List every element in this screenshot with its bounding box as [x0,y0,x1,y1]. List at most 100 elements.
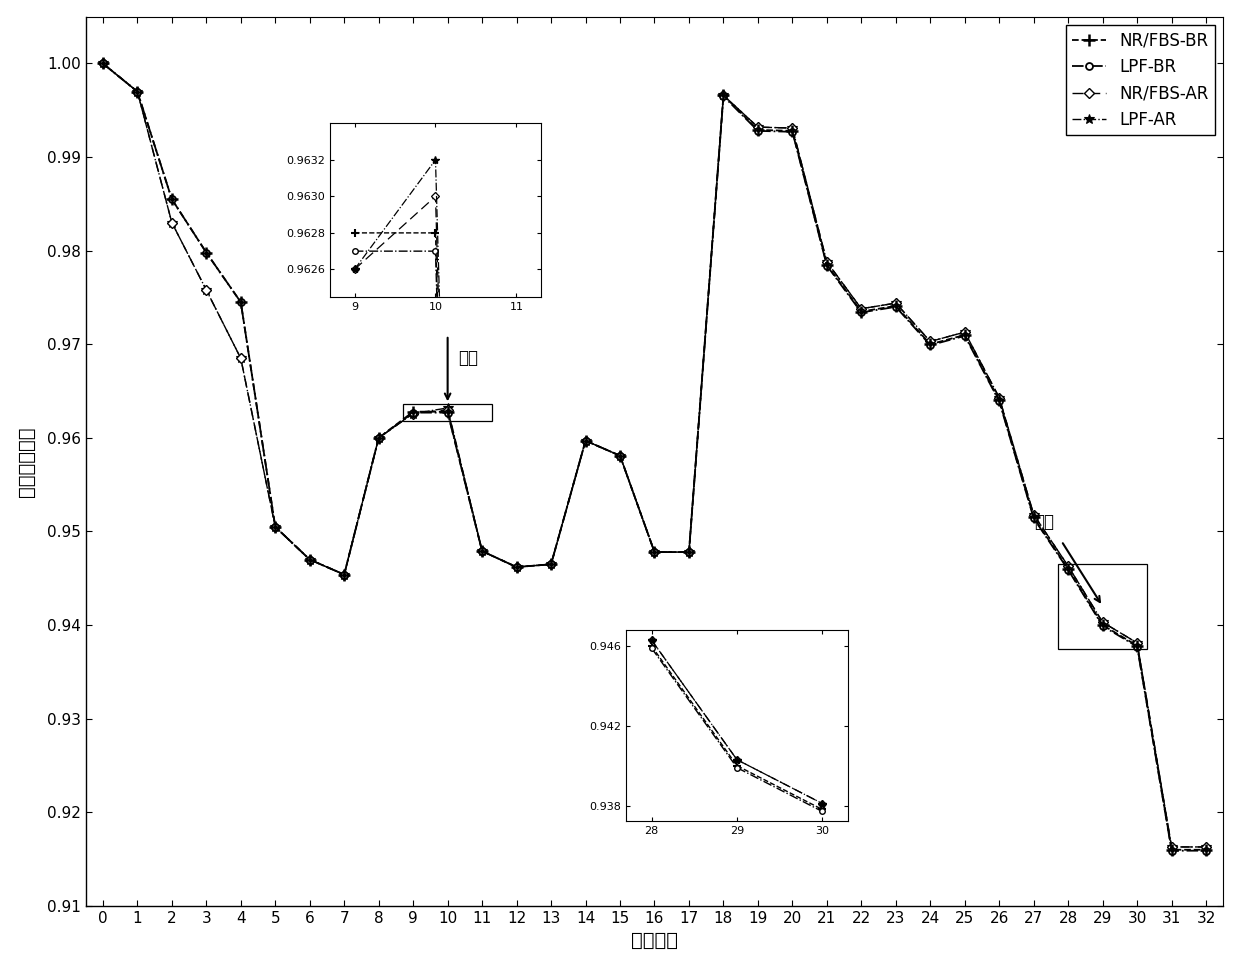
NR/FBS-BR [647,546,662,558]
NR/FBS-BR [95,58,110,70]
LPF-AR [130,86,145,98]
NR/FBS-BR [578,435,593,447]
LPF-BR [303,554,317,566]
NR/FBS-BR [1199,844,1214,856]
NR/FBS-BR [130,86,145,98]
NR/FBS-AR [647,546,662,558]
LPF-BR [715,91,730,103]
NR/FBS-AR [405,408,420,420]
Y-axis label: 节点电压幅値: 节点电压幅値 [16,426,36,496]
NR/FBS-AR [1095,617,1110,629]
NR/FBS-BR [1027,512,1042,523]
LPF-BR [888,301,903,312]
NR/FBS-BR [682,546,697,558]
NR/FBS-BR [165,193,180,205]
NR/FBS-BR [715,90,730,102]
LPF-BR [923,339,937,351]
NR/FBS-AR [95,58,110,70]
LPF-AR [682,546,697,558]
LPF-AR [785,122,800,133]
LPF-BR [233,296,248,308]
LPF-BR [268,521,283,533]
NR/FBS-AR [1164,841,1179,853]
NR/FBS-BR [888,300,903,311]
LPF-BR [992,396,1007,407]
LPF-BR [613,450,627,461]
NR/FBS-BR [268,521,283,533]
LPF-AR [715,90,730,102]
NR/FBS-BR [1164,844,1179,856]
NR/FBS-BR [957,329,972,340]
LPF-AR [198,284,213,296]
LPF-BR [1027,513,1042,524]
LPF-BR [1095,620,1110,631]
LPF-BR [475,545,490,557]
NR/FBS-BR [1095,619,1110,630]
LPF-BR [820,260,835,272]
NR/FBS-AR [198,284,213,296]
NR/FBS-AR [715,90,730,102]
LPF-AR [95,58,110,70]
LPF-AR [854,303,869,314]
NR/FBS-AR [785,122,800,133]
LPF-BR [1060,564,1075,575]
LPF-AR [337,569,352,580]
LPF-BR [543,559,558,571]
LPF-AR [233,353,248,365]
NR/FBS-AR [1060,560,1075,571]
LPF-AR [578,435,593,447]
LPF-AR [1027,509,1042,520]
NR/FBS-BR [475,545,490,557]
NR/FBS-AR [682,546,697,558]
NR/FBS-AR [165,217,180,228]
LPF-AR [268,521,283,533]
LPF-AR [1095,617,1110,629]
LPF-AR [1199,841,1214,853]
LPF-BR [578,435,593,447]
LPF-BR [337,569,352,580]
NR/FBS-AR [475,545,490,557]
Line: NR/FBS-AR: NR/FBS-AR [99,60,1209,850]
NR/FBS-BR [233,296,248,308]
NR/FBS-AR [1130,637,1145,649]
NR/FBS-AR [750,121,765,132]
Legend: NR/FBS-BR, LPF-BR, NR/FBS-AR, LPF-AR: NR/FBS-BR, LPF-BR, NR/FBS-AR, LPF-AR [1065,25,1215,135]
Line: NR/FBS-BR: NR/FBS-BR [97,58,1211,855]
NR/FBS-AR [268,521,283,533]
LPF-BR [405,407,420,419]
LPF-AR [165,217,180,228]
NR/FBS-AR [233,353,248,365]
LPF-BR [165,193,180,205]
NR/FBS-BR [198,247,213,258]
NR/FBS-AR [130,86,145,98]
LPF-BR [1164,845,1179,857]
LPF-BR [854,307,869,318]
LPF-AR [440,402,455,414]
NR/FBS-AR [543,559,558,571]
NR/FBS-BR [303,554,317,566]
LPF-BR [750,125,765,136]
NR/FBS-AR [888,297,903,308]
NR/FBS-BR [1130,640,1145,652]
LPF-BR [371,432,386,444]
LPF-AR [820,256,835,268]
NR/FBS-BR [405,406,420,418]
NR/FBS-BR [992,395,1007,406]
NR/FBS-BR [613,450,627,461]
NR/FBS-AR [337,569,352,580]
LPF-AR [1060,560,1075,571]
NR/FBS-BR [543,559,558,571]
NR/FBS-AR [613,450,627,461]
NR/FBS-BR [371,432,386,444]
LPF-AR [475,545,490,557]
LPF-BR [682,546,697,558]
LPF-AR [923,336,937,347]
NR/FBS-BR [1060,563,1075,574]
LPF-AR [992,392,1007,403]
NR/FBS-BR [510,561,525,572]
NR/FBS-BR [337,569,352,580]
LPF-AR [957,326,972,337]
Text: 放大: 放大 [1034,513,1054,531]
LPF-AR [510,561,525,572]
LPF-AR [371,432,386,444]
